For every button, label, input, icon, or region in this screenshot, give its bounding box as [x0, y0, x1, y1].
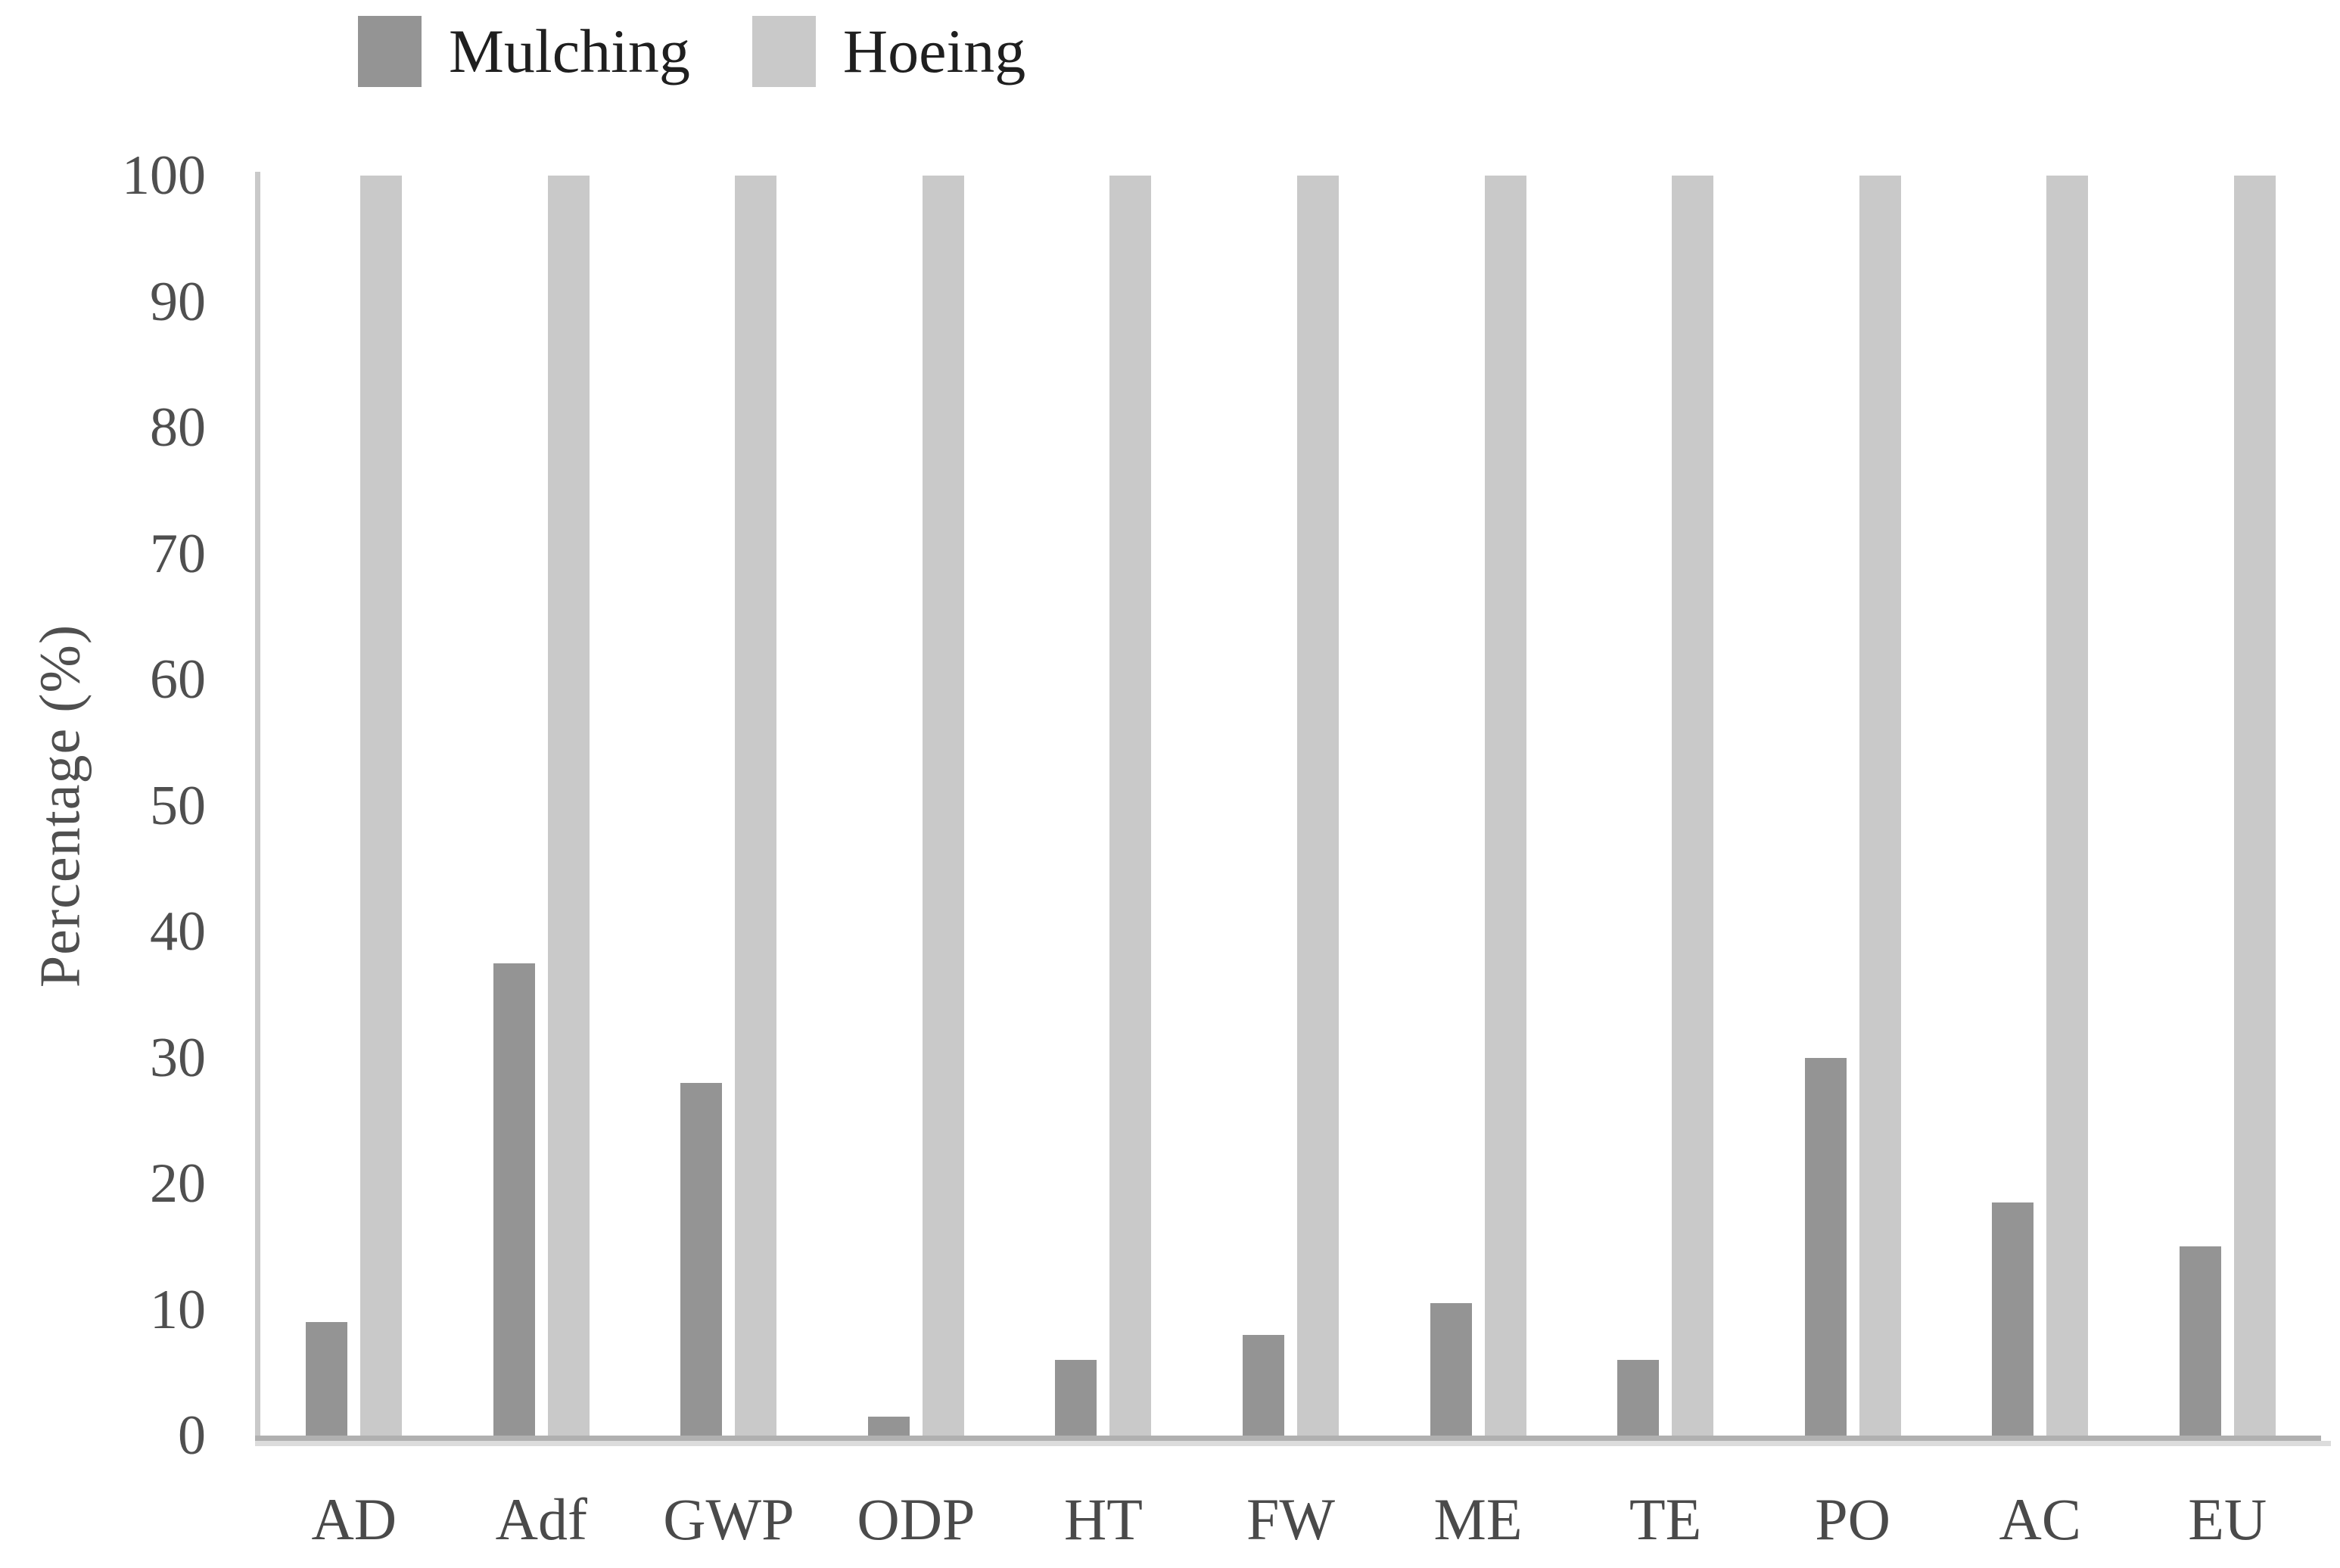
- mulching-bar-ht: [1055, 1360, 1097, 1436]
- legend: Mulching Hoeing: [358, 14, 1025, 89]
- bar-group-fw: [1197, 176, 1385, 1436]
- mulching-bar-adf: [493, 963, 535, 1436]
- y-tick-label-90: 90: [150, 270, 206, 333]
- mulching-bar-odp: [867, 1417, 910, 1436]
- x-tick-label-odp: ODP: [857, 1486, 976, 1552]
- y-tick-label-50: 50: [150, 774, 206, 837]
- mulching-bar-fw: [1243, 1334, 1284, 1436]
- hoeing-bar-ac: [2046, 176, 2089, 1436]
- bar-group-te: [1572, 176, 1760, 1436]
- y-tick-label-30: 30: [150, 1026, 206, 1089]
- legend-label-mulching: Mulching: [449, 17, 690, 86]
- mulching-bar-me: [1430, 1303, 1472, 1436]
- y-tick-label-20: 20: [150, 1153, 206, 1215]
- x-axis-line: [255, 1436, 2321, 1441]
- bar-group-ht: [1010, 176, 1197, 1436]
- y-tick-label-60: 60: [150, 649, 206, 711]
- bar-group-ac: [1946, 176, 2134, 1436]
- hoeing-bar-ht: [1109, 176, 1152, 1436]
- x-tick-label-gwp: GWP: [663, 1486, 795, 1552]
- hoeing-bar-te: [1672, 176, 1714, 1436]
- hoeing-bar-adf: [547, 176, 590, 1436]
- bar-group-gwp: [635, 176, 823, 1436]
- y-tick-label-70: 70: [150, 522, 206, 585]
- plot-bars: [260, 176, 2321, 1436]
- y-tick-label-40: 40: [150, 901, 206, 963]
- hoeing-bar-eu: [2233, 176, 2276, 1436]
- mulching-bar-ad: [306, 1322, 348, 1436]
- hoeing-bar-ad: [360, 176, 403, 1436]
- mulching-bar-po: [1804, 1057, 1847, 1436]
- hoeing-bar-gwp: [735, 176, 777, 1436]
- hoeing-swatch-icon: [751, 16, 816, 87]
- y-axis-line: [255, 172, 260, 1441]
- hoeing-bar-po: [1859, 176, 1901, 1436]
- x-tick-label-ht: HT: [1063, 1486, 1143, 1552]
- hoeing-bar-me: [1484, 176, 1526, 1436]
- hoeing-bar-odp: [922, 176, 964, 1436]
- mulching-bar-te: [1617, 1360, 1660, 1436]
- legend-item-hoeing: Hoeing: [751, 14, 1026, 89]
- hoeing-bar-fw: [1297, 176, 1339, 1436]
- plot-area: [255, 172, 2331, 1446]
- y-tick-label-10: 10: [150, 1278, 206, 1341]
- bar-group-po: [1759, 176, 1946, 1436]
- x-tick-label-ad: AD: [311, 1486, 397, 1552]
- mulching-bar-gwp: [680, 1082, 723, 1436]
- bar-group-ad: [260, 176, 448, 1436]
- mulching-bar-eu: [2179, 1246, 2221, 1436]
- x-tick-label-ac: AC: [1999, 1486, 2081, 1552]
- x-axis-shadow: [255, 1441, 2331, 1446]
- x-tick-label-po: PO: [1815, 1486, 1890, 1552]
- legend-label-hoeing: Hoeing: [842, 17, 1026, 86]
- x-tick-label-eu: EU: [2188, 1486, 2267, 1552]
- mulching-bar-ac: [1992, 1202, 2034, 1436]
- x-tick-label-te: TE: [1629, 1486, 1702, 1552]
- mulching-swatch-icon: [358, 16, 422, 87]
- y-tick-label-80: 80: [150, 397, 206, 459]
- bar-group-adf: [448, 176, 636, 1436]
- x-tick-label-adf: Adf: [495, 1486, 587, 1552]
- y-tick-label-100: 100: [122, 145, 206, 207]
- x-tick-label-fw: FW: [1246, 1486, 1335, 1552]
- y-axis-ticks: 0 10 20 30 40 50 60 70 80 90 100: [0, 145, 206, 1466]
- legend-item-mulching: Mulching: [358, 14, 690, 89]
- bar-group-eu: [2133, 176, 2321, 1436]
- x-tick-label-me: ME: [1433, 1486, 1523, 1552]
- bar-group-me: [1384, 176, 1572, 1436]
- y-tick-label-0: 0: [178, 1405, 206, 1467]
- bar-group-odp: [823, 176, 1010, 1436]
- x-axis-labels: AD Adf GWP ODP HT FW ME TE PO AC EU: [260, 1485, 2321, 1554]
